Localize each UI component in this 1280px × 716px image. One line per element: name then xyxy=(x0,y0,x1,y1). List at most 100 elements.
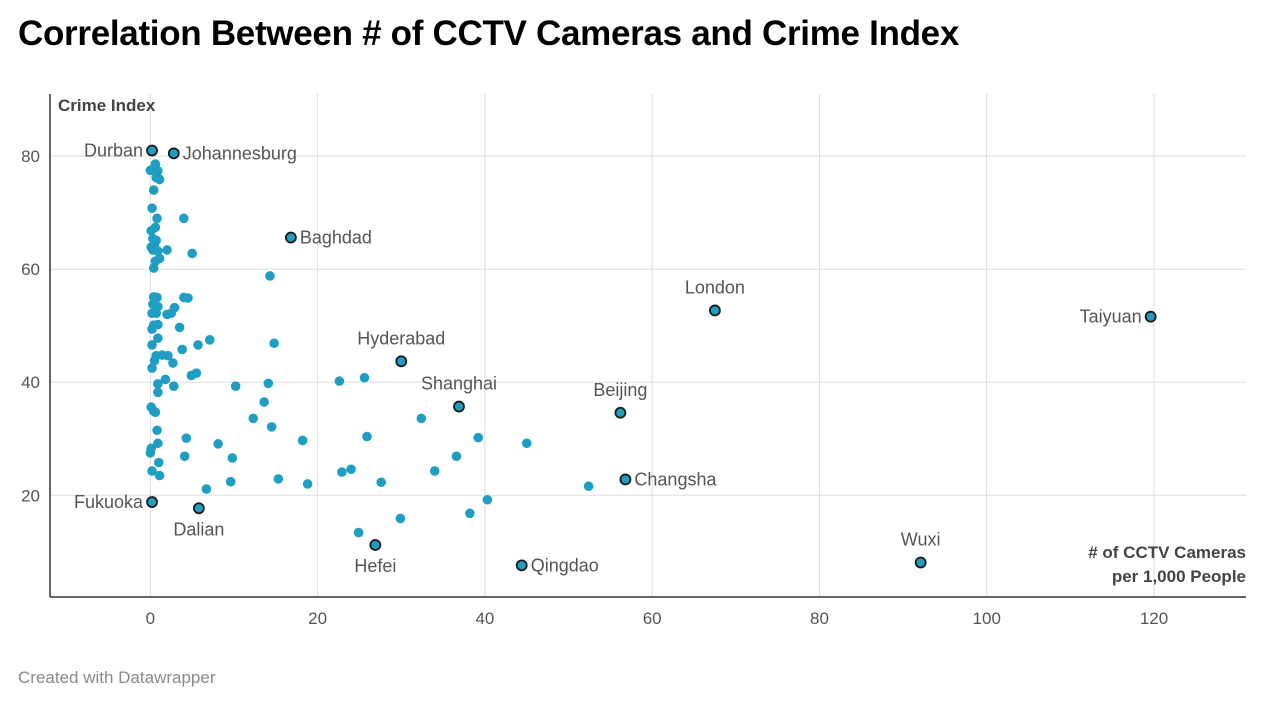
axis-tick-labels: 20 40 60 80 0 20 40 60 80 100 120 xyxy=(21,147,1168,628)
point-label: Durban xyxy=(84,141,143,161)
data-point xyxy=(179,451,190,462)
point-label: Fukuoka xyxy=(74,492,144,512)
x-tick-label: 80 xyxy=(810,609,829,628)
data-point xyxy=(266,422,277,432)
highlighted-point xyxy=(614,406,627,419)
axes xyxy=(49,94,1246,598)
data-point xyxy=(473,432,484,443)
data-point xyxy=(416,413,427,424)
highlighted-point xyxy=(167,147,180,160)
chart-title: Correlation Between # of CCTV Cameras an… xyxy=(18,14,960,53)
data-point xyxy=(346,464,356,475)
point-label: Hefei xyxy=(354,556,396,576)
data-point xyxy=(482,494,493,505)
data-point xyxy=(227,453,238,463)
x-axis-label-line-2: per 1,000 People xyxy=(1112,567,1246,586)
data-point xyxy=(147,363,157,373)
grid-lines xyxy=(50,94,1246,597)
footer-credit: Created with Datawrapper xyxy=(18,668,216,687)
data-point xyxy=(337,467,347,477)
data-point xyxy=(193,340,203,350)
data-point xyxy=(163,350,173,361)
highlighted-point xyxy=(146,144,158,157)
data-point xyxy=(153,387,163,398)
data-point xyxy=(213,439,223,449)
data-point xyxy=(297,435,308,446)
data-points xyxy=(145,159,594,538)
data-point xyxy=(145,448,156,458)
data-point xyxy=(265,271,275,281)
highlighted-points xyxy=(146,144,1157,572)
data-point xyxy=(153,333,163,343)
highlighted-point xyxy=(395,355,408,368)
data-point xyxy=(359,372,370,383)
highlighted-point xyxy=(619,473,632,486)
data-point xyxy=(263,378,274,389)
x-tick-label: 20 xyxy=(308,609,327,628)
highlighted-point xyxy=(914,556,927,569)
data-point xyxy=(183,293,193,303)
data-point xyxy=(147,324,157,334)
data-point xyxy=(225,476,236,487)
data-point xyxy=(186,370,197,381)
point-label: Qingdao xyxy=(531,555,599,575)
x-tick-label: 120 xyxy=(1140,609,1168,628)
data-point xyxy=(177,344,187,355)
data-point xyxy=(465,508,475,519)
data-point xyxy=(154,470,165,481)
y-axis-label: Crime Index xyxy=(58,96,156,115)
highlighted-point xyxy=(1144,310,1157,323)
x-tick-label: 0 xyxy=(146,609,155,628)
data-point xyxy=(179,213,189,224)
data-point xyxy=(334,376,345,386)
point-labels: Durban Johannesburg Baghdad London Taiyuan Hy… xyxy=(74,141,1142,576)
x-axis-label-line-1: # of CCTV Cameras xyxy=(1088,543,1246,562)
data-point xyxy=(259,397,269,407)
data-point xyxy=(148,263,159,273)
data-point xyxy=(168,381,179,391)
highlighted-point xyxy=(192,502,205,515)
data-point xyxy=(204,335,215,345)
data-point xyxy=(151,308,162,319)
data-point xyxy=(168,358,178,368)
data-point xyxy=(269,338,279,349)
point-label: Changsha xyxy=(634,469,717,489)
data-point xyxy=(187,248,197,259)
point-label: Johannesburg xyxy=(183,143,297,163)
x-tick-label: 60 xyxy=(643,609,662,628)
data-point xyxy=(302,479,313,489)
x-tick-label: 100 xyxy=(973,609,1001,628)
data-point xyxy=(152,213,162,224)
data-point xyxy=(153,246,163,256)
data-point xyxy=(153,379,163,389)
data-point xyxy=(230,381,241,391)
highlighted-point xyxy=(453,400,465,413)
data-point xyxy=(174,322,185,333)
highlighted-point xyxy=(515,559,528,572)
data-point xyxy=(273,474,284,484)
data-point xyxy=(395,513,406,524)
point-label: Shanghai xyxy=(421,374,497,394)
y-tick-label: 40 xyxy=(21,373,40,392)
data-point xyxy=(166,308,177,319)
data-point xyxy=(147,203,157,213)
data-point xyxy=(153,438,163,449)
data-point xyxy=(160,374,171,385)
y-tick-label: 80 xyxy=(21,147,40,166)
data-point xyxy=(149,355,160,366)
data-point xyxy=(201,484,212,494)
data-point xyxy=(353,527,364,538)
point-label: Wuxi xyxy=(901,530,941,550)
data-point xyxy=(362,431,372,442)
data-point xyxy=(153,457,164,468)
data-point xyxy=(148,185,159,195)
point-label: Beijing xyxy=(593,380,647,400)
data-point xyxy=(181,433,192,443)
point-label: Taiyuan xyxy=(1080,307,1142,327)
data-point xyxy=(429,466,440,476)
highlighted-point xyxy=(369,539,382,551)
data-point xyxy=(451,451,462,462)
y-tick-label: 60 xyxy=(21,260,40,279)
data-point xyxy=(583,481,594,492)
